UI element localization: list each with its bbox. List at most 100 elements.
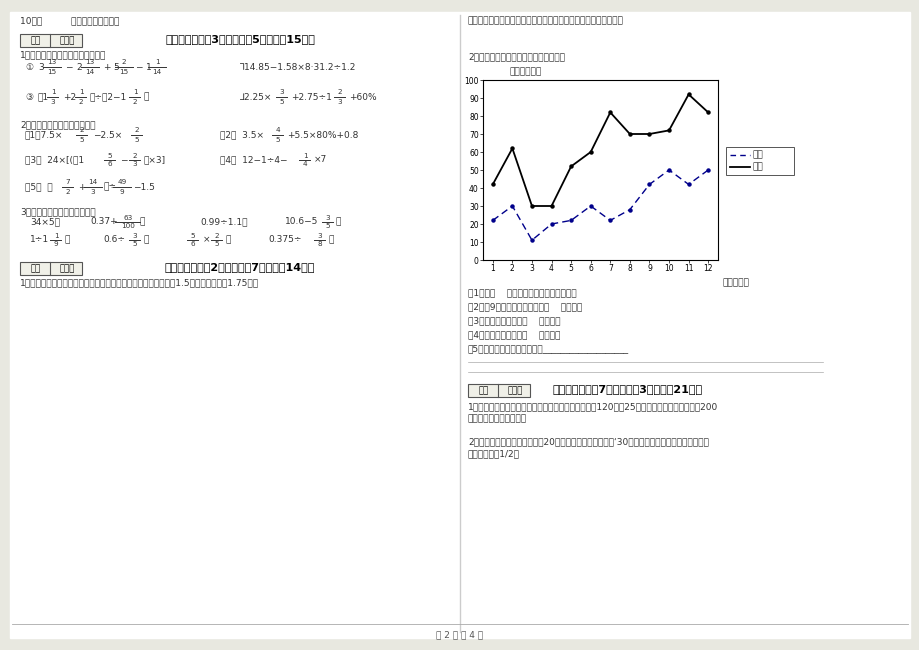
Text: 5: 5 [276,136,280,142]
Text: 2: 2 [132,153,137,159]
Text: 14: 14 [85,68,95,75]
Text: +: + [103,62,110,72]
Text: 2: 2 [132,99,137,105]
Text: 10.6−5: 10.6−5 [285,218,318,226]
Text: 3: 3 [132,233,137,239]
Text: 得分: 得分 [30,36,40,45]
Text: 1、小太阳服装厂生产一批儿童服装，计划每小时生产120套，25小时完成。实际每小时生产200: 1、小太阳服装厂生产一批儿童服装，计划每小时生产120套，25小时完成。实际每小… [468,402,718,411]
Text: −1.5: −1.5 [133,183,154,192]
Text: ③: ③ [25,92,33,101]
Text: 1: 1 [51,90,55,96]
Text: 2、计算，能简算得写出过程。: 2、计算，能简算得写出过程。 [20,120,96,129]
Text: +2: +2 [62,92,76,101]
Text: 1: 1 [154,60,159,66]
Text: 得分: 得分 [478,386,488,395]
Text: 8: 8 [317,242,322,248]
Text: 7: 7 [65,179,70,185]
Text: （3）  24×[(（1: （3） 24×[(（1 [25,155,84,164]
Text: （2）、9月份收入和支出相差（    ）万元。: （2）、9月份收入和支出相差（ ）万元。 [468,302,582,311]
Text: +5.5×80%+0.8: +5.5×80%+0.8 [287,131,358,140]
Text: 0.37+: 0.37+ [90,218,118,226]
Text: 3: 3 [325,214,330,220]
Bar [20,34,82,47]
Text: 4: 4 [302,161,307,168]
Text: ）÷（2−1: ）÷（2−1 [90,92,127,101]
Text: 2: 2 [80,127,85,133]
Text: 5: 5 [279,99,284,105]
Text: 63: 63 [123,214,132,220]
Text: 2: 2 [121,60,126,66]
Text: ＝: ＝ [335,218,341,226]
Text: 3: 3 [51,99,55,105]
Text: ）: ） [144,92,149,101]
Text: 5: 5 [108,153,112,159]
Text: +2.75÷1: +2.75÷1 [290,92,332,101]
Text: ＝: ＝ [144,235,149,244]
Text: 2: 2 [214,233,219,239]
Text: ⅂14.85−1.58×8·31.2÷1.2: ⅂14.85−1.58×8·31.2÷1.2 [240,62,356,72]
Text: ×: × [203,235,210,244]
Text: −: − [119,155,128,164]
Text: 5: 5 [325,224,330,229]
Text: 9: 9 [119,188,124,194]
Text: 10、（          ）小数都比整数小。: 10、（ ）小数都比整数小。 [20,16,119,25]
Text: ①: ① [25,62,33,72]
Text: 评卷人: 评卷人 [60,36,74,45]
Text: （5）  （: （5） （ [25,183,52,192]
Text: 13: 13 [85,60,95,66]
Text: 3: 3 [337,99,342,105]
Text: 15: 15 [47,68,57,75]
Text: ）÷: ）÷ [104,183,117,192]
Text: 3: 3 [317,233,322,239]
Text: 3: 3 [279,90,284,96]
Text: （2）  3.5×: （2） 3.5× [220,131,264,140]
Text: +: + [78,183,85,192]
Text: 3: 3 [132,161,137,168]
Text: 1: 1 [53,233,58,239]
Text: 5: 5 [132,242,137,248]
Text: 1: 1 [146,62,152,72]
Text: ）×3]: ）×3] [144,155,166,164]
Text: 收入: 收入 [752,162,763,172]
Text: 0.6÷: 0.6÷ [103,235,125,244]
Text: ×7: ×7 [313,155,327,164]
Text: −: − [65,62,73,72]
Text: （1）、（    ）月份收入和支出相差最小。: （1）、（ ）月份收入和支出相差最小。 [468,288,576,297]
Bar [468,384,529,397]
Text: 2: 2 [337,90,342,96]
Text: 支出: 支出 [752,151,763,159]
Text: 金额（万元）: 金额（万元） [509,67,541,76]
Text: 1÷1: 1÷1 [30,235,49,244]
Text: （3）、全年实际收入（    ）万元。: （3）、全年实际收入（ ）万元。 [468,316,560,325]
Text: 1、画图分析：有一个水池里竖着一块牌子，上面写着「平均水深1.5米」，某人身高1.75米，: 1、画图分析：有一个水池里竖着一块牌子，上面写着「平均水深1.5米」，某人身高1… [20,278,259,287]
Text: 六、应用题（关7小题，每题3分，共计21分）: 六、应用题（关7小题，每题3分，共计21分） [552,384,702,394]
Text: 2、请根据下面的统计图回答下列问题。: 2、请根据下面的统计图回答下列问题。 [468,52,564,61]
Text: 5: 5 [113,62,119,72]
Text: 得分: 得分 [30,264,40,273]
Text: 评卷人: 评卷人 [507,386,522,395]
Text: 5: 5 [214,242,219,248]
Bar [725,147,793,175]
Text: 15: 15 [119,68,129,75]
Text: 9: 9 [53,242,58,248]
Text: ⅃2.25×: ⅃2.25× [240,92,272,101]
Text: 他不会游泳，如果不慎掉入水池中，他是否有生命危险？为什么？: 他不会游泳，如果不慎掉入水池中，他是否有生命危险？为什么？ [468,16,623,25]
Text: 3: 3 [91,188,96,194]
Text: 五、综合题（关2小题，每题7分，共计14分）: 五、综合题（关2小题，每题7分，共计14分） [165,262,315,272]
Text: 1: 1 [79,90,84,96]
Text: +60%: +60% [348,92,376,101]
Text: 套，实际多少小时完成？: 套，实际多少小时完成？ [468,414,527,423]
Text: −: − [135,62,142,72]
Text: 四、计算题（关3小题，每题5分，共计15分）: 四、计算题（关3小题，每题5分，共计15分） [165,34,314,44]
Text: 评卷人: 评卷人 [60,264,74,273]
Text: 5: 5 [80,136,85,142]
Text: ＝: ＝ [65,235,70,244]
Text: （1: （1 [38,92,49,101]
Text: 6: 6 [108,161,112,168]
Text: 2: 2 [76,62,82,72]
Text: （4）  12−1÷4−: （4） 12−1÷4− [220,155,288,164]
Text: 0.375÷: 0.375÷ [267,235,301,244]
Text: 2、一项工程，甲队单独做需要20天完成，乙队单独做需要‘30天完成，甲乙两队合做需要几天完: 2、一项工程，甲队单独做需要20天完成，乙队单独做需要‘30天完成，甲乙两队合做… [468,437,709,446]
Text: 1、脱式计算（能简算的要简算）：: 1、脱式计算（能简算的要简算）： [20,50,107,59]
Text: 2: 2 [79,99,84,105]
